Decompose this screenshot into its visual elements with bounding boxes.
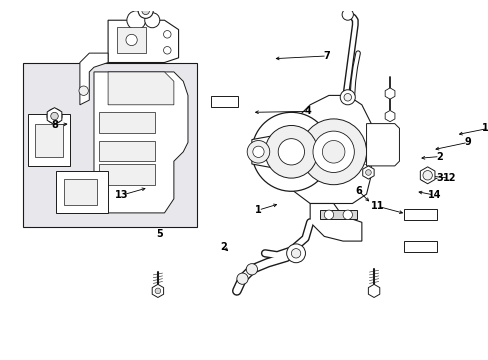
Bar [35,123,63,157]
Circle shape [340,90,355,105]
Polygon shape [80,53,108,105]
Polygon shape [251,136,277,168]
Polygon shape [108,72,174,105]
Polygon shape [99,164,155,185]
Circle shape [155,288,161,294]
Text: 3: 3 [436,173,442,183]
Polygon shape [28,114,70,166]
Circle shape [163,46,171,54]
Polygon shape [367,284,379,297]
Circle shape [342,9,353,20]
Text: 1: 1 [255,205,261,215]
Text: 5: 5 [156,229,163,239]
Text: 9: 9 [464,138,470,147]
Circle shape [322,140,344,163]
Polygon shape [366,123,399,166]
Circle shape [422,171,431,180]
Circle shape [291,249,300,258]
Circle shape [300,119,366,185]
Text: 14: 14 [427,190,440,200]
Text: 11: 11 [370,201,384,211]
Polygon shape [385,88,394,99]
Circle shape [252,146,264,157]
Circle shape [163,31,171,38]
Circle shape [343,94,351,101]
Circle shape [343,210,352,220]
Circle shape [278,139,304,165]
Polygon shape [99,112,155,133]
Text: 4: 4 [305,107,311,116]
Circle shape [286,244,305,263]
Polygon shape [99,140,155,161]
Polygon shape [319,210,356,220]
Polygon shape [94,72,187,213]
Polygon shape [309,203,361,241]
Polygon shape [291,95,370,203]
Polygon shape [420,167,434,184]
Circle shape [142,7,149,15]
Text: 6: 6 [355,186,362,196]
Circle shape [365,170,370,175]
Circle shape [251,112,330,191]
Circle shape [246,140,269,163]
Polygon shape [152,284,163,297]
Circle shape [138,3,153,18]
Bar [64,179,97,205]
Circle shape [144,13,160,28]
Circle shape [312,131,354,172]
Bar [211,96,237,107]
Circle shape [324,210,333,220]
Text: 8: 8 [51,121,58,130]
Polygon shape [362,166,373,179]
Bar [23,63,197,227]
Text: 12: 12 [442,173,455,183]
Polygon shape [47,108,61,125]
Circle shape [246,264,257,275]
Circle shape [126,34,137,46]
Polygon shape [385,111,394,122]
Polygon shape [108,20,178,63]
Bar [403,209,436,220]
Circle shape [264,126,317,178]
Circle shape [79,86,88,95]
Circle shape [56,0,71,5]
Bar [117,27,145,53]
Text: 7: 7 [323,51,330,61]
Text: 13: 13 [115,190,129,200]
Polygon shape [56,171,108,213]
Text: 10: 10 [481,123,488,133]
Circle shape [236,273,247,284]
Circle shape [51,112,58,120]
Circle shape [47,109,62,123]
Text: 2: 2 [220,242,226,252]
Bar [403,241,436,252]
Text: 2: 2 [436,152,442,162]
Circle shape [126,11,145,30]
